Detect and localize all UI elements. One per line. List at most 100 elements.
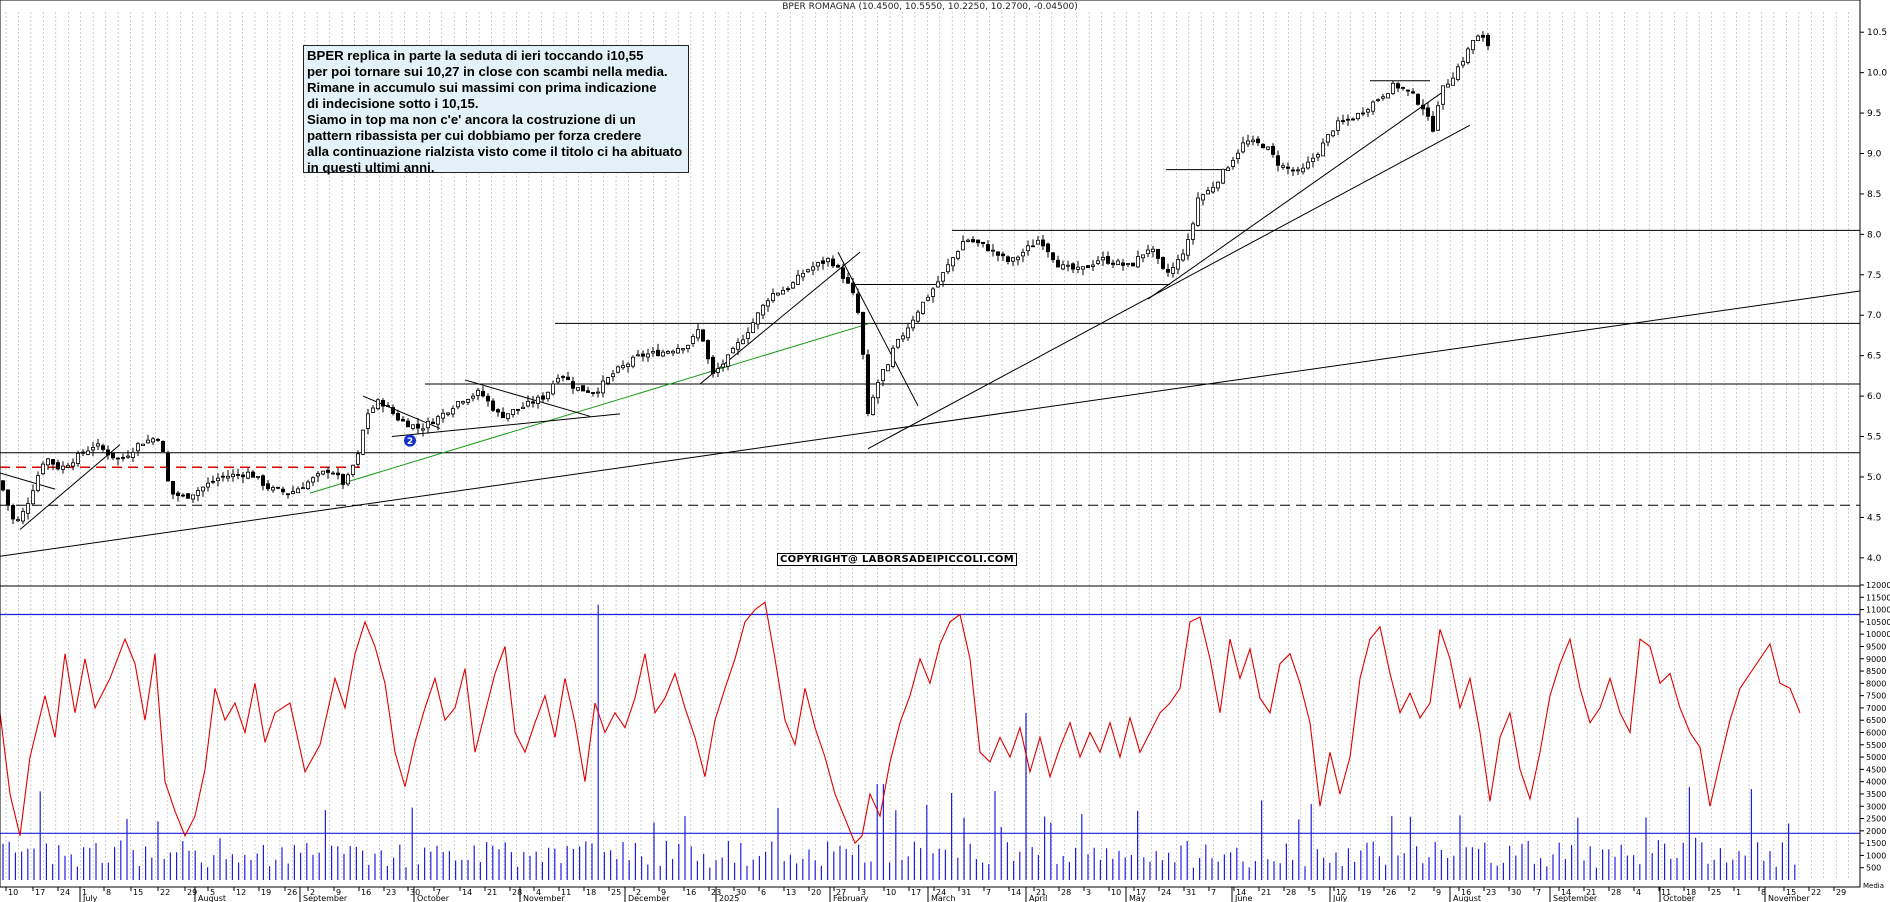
x-tick-label: 23 bbox=[1486, 888, 1496, 897]
candle-body bbox=[15, 519, 20, 522]
candle-body bbox=[1261, 143, 1266, 149]
oscillator-levels bbox=[0, 613, 1860, 834]
x-tick-label: 9 bbox=[1436, 888, 1441, 897]
x-tick-label: 10 bbox=[8, 888, 18, 897]
note-line: di indecisione sotto i 10,15. bbox=[307, 96, 479, 111]
candle-body bbox=[1421, 104, 1426, 110]
month-label: 2025 bbox=[719, 894, 739, 902]
candle-body bbox=[1426, 107, 1431, 117]
candle-body bbox=[1081, 266, 1086, 270]
candle-body bbox=[1171, 267, 1176, 274]
month-label: September bbox=[303, 894, 348, 902]
candle-body bbox=[886, 364, 891, 372]
trendline bbox=[867, 124, 1471, 450]
candle-body bbox=[135, 443, 140, 452]
candle-body bbox=[180, 494, 185, 497]
candle-body bbox=[250, 471, 255, 478]
candle-body bbox=[1321, 142, 1326, 157]
candle-body bbox=[626, 363, 631, 367]
candle-body bbox=[636, 354, 641, 357]
candle-body bbox=[741, 339, 746, 345]
candle-body bbox=[71, 462, 76, 467]
x-tick-label: 15 bbox=[133, 888, 143, 897]
candle-body bbox=[881, 369, 886, 382]
candle-body bbox=[551, 383, 556, 395]
candle-body bbox=[1161, 257, 1166, 269]
oscillator-tick-label: 11500 bbox=[1866, 593, 1890, 602]
month-label: October bbox=[417, 894, 450, 902]
x-tick-label: 19 bbox=[261, 888, 271, 897]
candle-body bbox=[1091, 264, 1096, 267]
candle-body bbox=[971, 239, 976, 243]
candle-body bbox=[390, 407, 395, 414]
candle-body bbox=[400, 418, 405, 422]
x-tick-label: 16 bbox=[361, 888, 371, 897]
candle-body bbox=[265, 483, 270, 490]
oscillator-line bbox=[0, 601, 1801, 845]
oscillator-tick-label: 2000 bbox=[1866, 827, 1886, 836]
x-tick-label: 27 bbox=[836, 888, 846, 897]
trendline bbox=[309, 322, 871, 494]
trendline bbox=[0, 472, 56, 490]
candle-body bbox=[395, 413, 400, 421]
signal-marker-label: 2 bbox=[407, 437, 413, 447]
candle-body bbox=[1351, 118, 1356, 121]
candle-body bbox=[1416, 93, 1421, 105]
candle-body bbox=[1216, 181, 1221, 189]
candle-body bbox=[771, 293, 776, 302]
oscillator-tick-label: 1000 bbox=[1866, 851, 1886, 860]
candle-body bbox=[561, 376, 566, 378]
month-label: June bbox=[1234, 894, 1253, 902]
candle-body bbox=[1071, 263, 1076, 270]
candle-body bbox=[325, 469, 330, 473]
candle-body bbox=[651, 350, 656, 354]
oscillator-tick-label: 10500 bbox=[1866, 618, 1890, 627]
candle-body bbox=[1011, 257, 1016, 262]
month-label: November bbox=[523, 894, 565, 902]
candle-body bbox=[1016, 256, 1021, 261]
month-label: December bbox=[628, 894, 670, 902]
candle-body bbox=[1366, 109, 1371, 113]
candle-body bbox=[686, 344, 691, 349]
candle-body bbox=[1406, 89, 1411, 92]
candle-body bbox=[616, 366, 621, 373]
oscillator-tick-label: 1500 bbox=[1866, 839, 1886, 848]
candle-body bbox=[531, 401, 536, 404]
x-tick-label: 16 bbox=[1461, 888, 1471, 897]
candle-body bbox=[1411, 91, 1416, 94]
candle-body bbox=[1006, 256, 1011, 263]
x-tick-label: 22 bbox=[1811, 888, 1821, 897]
candle-body bbox=[731, 347, 736, 354]
y-tick-label: 8.5 bbox=[1867, 190, 1881, 200]
candle-body bbox=[370, 407, 375, 413]
candle-body bbox=[195, 490, 200, 496]
oscillator-tick-label: 5000 bbox=[1866, 753, 1886, 762]
candle-body bbox=[295, 488, 300, 494]
candle-body bbox=[1211, 186, 1216, 193]
candle-body bbox=[205, 482, 210, 488]
copyright-label: COPYRIGHT@ LABORSADEIPICCOLI.COM bbox=[777, 553, 1017, 566]
candle-body bbox=[315, 473, 320, 477]
candle-body bbox=[185, 493, 190, 499]
note-line: per poi tornare sui 10,27 in close con s… bbox=[307, 64, 668, 79]
x-tick-label: 14 bbox=[1236, 888, 1246, 897]
candle-body bbox=[1481, 34, 1486, 38]
note-line: pattern ribassista per cui dobbiamo per … bbox=[307, 128, 642, 143]
candle-body bbox=[230, 473, 235, 478]
candle-body bbox=[681, 348, 686, 351]
candle-body bbox=[1401, 86, 1406, 89]
month-label: May bbox=[1129, 894, 1146, 902]
trendline bbox=[0, 290, 1861, 557]
candle-body bbox=[566, 376, 571, 381]
candle-body bbox=[1376, 99, 1381, 102]
candle-body bbox=[1251, 139, 1256, 143]
x-tick-label: 5 bbox=[1311, 888, 1316, 897]
candle-body bbox=[310, 477, 315, 483]
x-tick-label: 3 bbox=[861, 888, 866, 897]
candle-body bbox=[1301, 167, 1306, 173]
x-tick-label: 26 bbox=[1386, 888, 1396, 897]
x-tick-label: 2 bbox=[310, 888, 315, 897]
candle-body bbox=[831, 258, 836, 267]
oscillator-tick-label: 500 bbox=[1866, 864, 1881, 873]
